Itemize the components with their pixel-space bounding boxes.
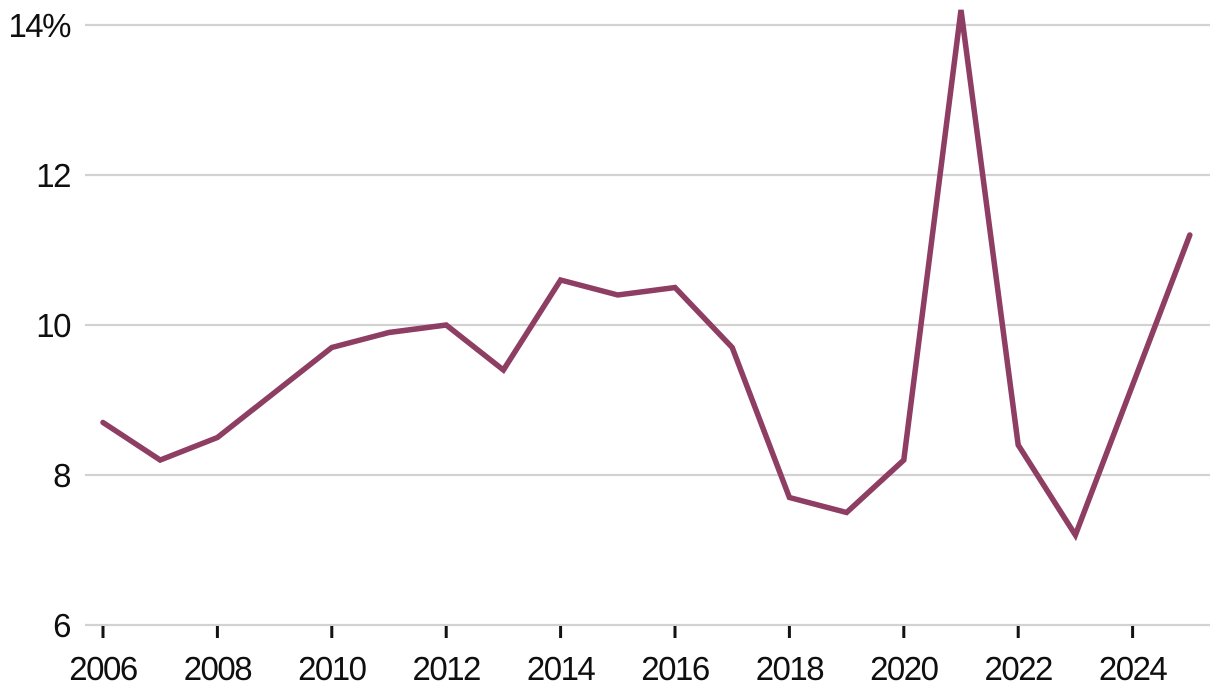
- x-axis-label-2012: 2012: [412, 650, 480, 687]
- x-axis-ticks: [101, 626, 1135, 638]
- x-axis-label-2016: 2016: [641, 650, 709, 687]
- y-axis-label-6: 6: [53, 607, 70, 644]
- x-axis-label-2008: 2008: [184, 650, 252, 687]
- y-axis-label-12: 12: [36, 157, 70, 194]
- y-axis-label-14: 14%: [8, 7, 71, 44]
- x-axis-label-2020: 2020: [870, 650, 939, 687]
- x-axis-label-2022: 2022: [984, 650, 1052, 687]
- data-line-0: [100, 9, 1193, 542]
- y-axis-label-10: 10: [36, 307, 71, 344]
- x-axis-label-2014: 2014: [527, 650, 596, 687]
- x-axis-label-2006: 2006: [69, 650, 137, 687]
- y-axis-labels: 6 8 10 12 14%: [8, 7, 72, 644]
- gridlines: [85, 23, 1210, 627]
- data-series: [100, 9, 1193, 542]
- x-axis-label-2018: 2018: [756, 650, 824, 687]
- x-axis-label-2024: 2024: [1099, 650, 1168, 687]
- x-axis-labels: 2006 2008 2010 2012 2014 2016 2018 2020 2022 2024: [69, 650, 1169, 687]
- y-axis-label-8: 8: [53, 457, 70, 494]
- x-axis-label-2010: 2010: [298, 650, 367, 687]
